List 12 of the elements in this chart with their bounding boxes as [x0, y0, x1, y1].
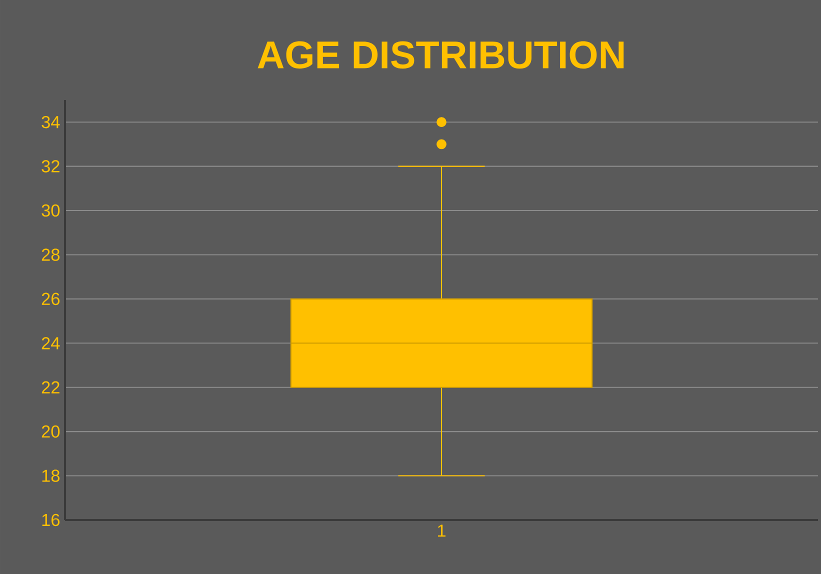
y-tick-label: 16: [42, 514, 60, 526]
y-tick-label: 28: [42, 248, 60, 261]
y-tick-label: 32: [42, 160, 60, 172]
y-tick-label: 22: [42, 381, 60, 394]
x-tick-label: 1: [438, 524, 446, 537]
y-tick-label: 20: [42, 425, 60, 438]
y-tick-label: 18: [42, 470, 60, 482]
y-tick-label: 30: [42, 204, 60, 217]
y-tick-label: 26: [42, 292, 60, 306]
y-tick-label: 34: [42, 116, 60, 128]
y-tick-label: 24: [42, 337, 60, 350]
chart-title: AGE DISTRIBUTION: [258, 41, 624, 69]
